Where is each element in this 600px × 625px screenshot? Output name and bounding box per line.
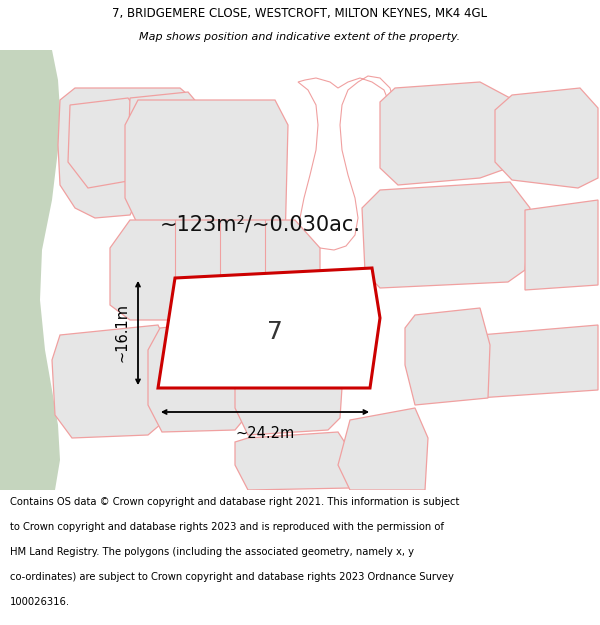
Polygon shape [235,432,355,490]
Text: 100026316.: 100026316. [10,597,70,607]
Polygon shape [298,76,395,250]
Polygon shape [0,50,60,490]
Polygon shape [52,325,172,438]
Text: 7, BRIDGEMERE CLOSE, WESTCROFT, MILTON KEYNES, MK4 4GL: 7, BRIDGEMERE CLOSE, WESTCROFT, MILTON K… [112,8,488,21]
Text: to Crown copyright and database rights 2023 and is reproduced with the permissio: to Crown copyright and database rights 2… [10,522,443,532]
Polygon shape [235,315,345,435]
Polygon shape [405,308,490,405]
Polygon shape [338,408,428,490]
Text: Map shows position and indicative extent of the property.: Map shows position and indicative extent… [139,32,461,43]
Polygon shape [495,88,598,188]
Polygon shape [525,200,598,290]
Text: ~16.1m: ~16.1m [115,304,130,362]
Text: 7: 7 [267,320,283,344]
Polygon shape [110,220,320,320]
Polygon shape [362,182,530,288]
Text: ~123m²/~0.030ac.: ~123m²/~0.030ac. [160,215,361,235]
Text: co-ordinates) are subject to Crown copyright and database rights 2023 Ordnance S: co-ordinates) are subject to Crown copyr… [10,572,454,582]
Polygon shape [158,268,380,388]
Polygon shape [478,325,598,398]
Polygon shape [68,98,148,188]
Text: ~24.2m: ~24.2m [235,426,295,441]
Text: Contains OS data © Crown copyright and database right 2021. This information is : Contains OS data © Crown copyright and d… [10,497,459,507]
Polygon shape [128,92,210,183]
Text: HM Land Registry. The polygons (including the associated geometry, namely x, y: HM Land Registry. The polygons (includin… [10,547,413,557]
Polygon shape [148,320,248,432]
Polygon shape [380,82,510,185]
Polygon shape [125,100,288,250]
Polygon shape [58,88,200,218]
